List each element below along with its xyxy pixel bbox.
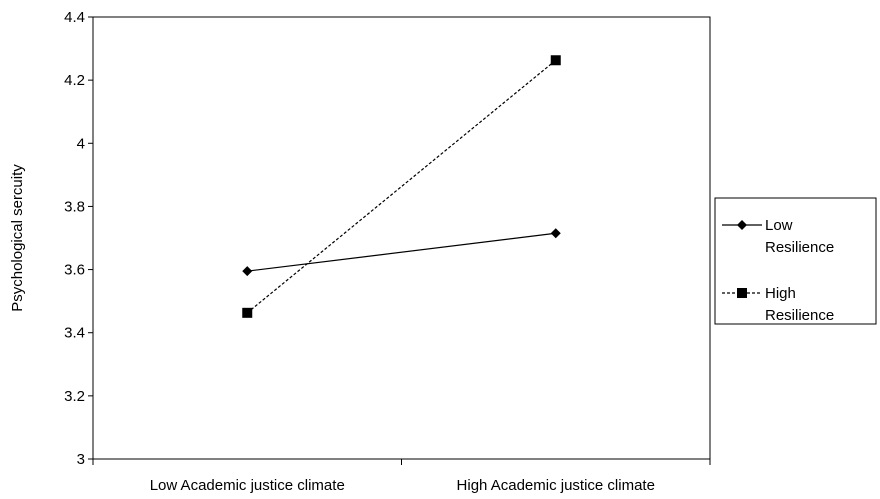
series-line-low-resilience (247, 232, 556, 272)
y-axis-ticks: 3 3.2 3.4 3.6 3.8 4 4.2 4.4 (64, 9, 93, 468)
y-axis-label: Psychological sercuity (9, 164, 26, 312)
y-tick-label: 4.4 (64, 9, 85, 26)
legend-label-high-resilience: Resilience (765, 307, 834, 324)
x-tick-label: High Academic justice climate (457, 477, 655, 494)
legend-label-low-resilience: Resilience (765, 239, 834, 256)
legend-label-high-resilience: High (765, 285, 796, 302)
y-tick-label: 3.2 (64, 388, 85, 405)
legend-box (714, 197, 877, 325)
y-tick-label: 3.4 (64, 325, 85, 342)
plot-area (92, 16, 711, 460)
y-tick-label: 3.6 (64, 262, 85, 279)
legend-marker-high-resilience (737, 288, 747, 298)
legend: Low Resilience High Resilience (714, 197, 877, 325)
x-axis-ticks: Low Academic justice climate High Academi… (92, 459, 711, 494)
data-point-high-resilience (550, 55, 561, 66)
y-tick-label: 3.8 (64, 198, 85, 215)
series-line-high-resilience (246, 59, 557, 314)
x-tick-label: Low Academic justice climate (150, 477, 345, 494)
data-point-high-resilience (242, 307, 253, 318)
legend-marker-low-resilience (737, 220, 747, 230)
legend-label-low-resilience: Low (765, 217, 793, 234)
y-tick-label: 4 (77, 135, 85, 152)
y-tick-label: 3 (77, 451, 85, 468)
data-point-low-resilience (550, 228, 561, 239)
y-tick-label: 4.2 (64, 72, 85, 89)
data-point-low-resilience (242, 266, 253, 277)
series-lines (242, 55, 561, 318)
